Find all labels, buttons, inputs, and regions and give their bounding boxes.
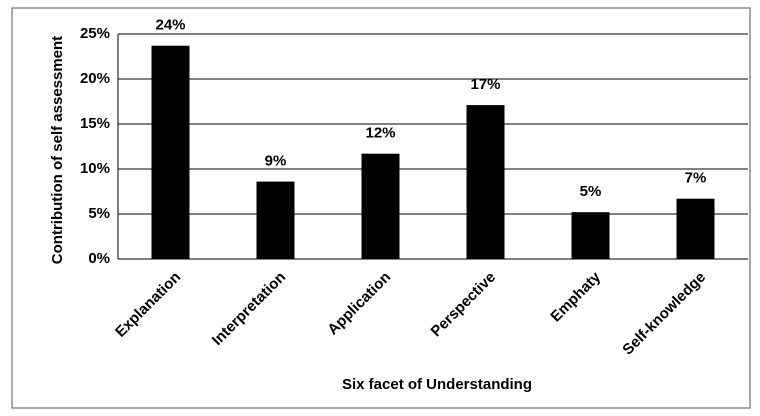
bar [361,153,400,259]
data-label: 7% [685,170,707,187]
data-label: 9% [265,153,287,170]
data-label: 24% [155,17,185,34]
bar [571,212,610,259]
bar [466,105,505,259]
y-tick-label: 10% [80,160,110,177]
bar [256,181,295,259]
y-tick-label: 20% [80,70,110,87]
y-tick-label: 25% [80,25,110,42]
x-axis-label: Six facet of Understanding [342,376,532,393]
bar [151,45,190,260]
y-tick-label: 15% [80,115,110,132]
bar [676,198,715,259]
y-tick-label: 5% [88,205,110,222]
y-axis-label: Contribution of self assessment [49,36,66,264]
data-label: 5% [580,183,602,200]
y-tick-label: 0% [88,250,110,267]
data-label: 12% [365,125,395,142]
data-label: 17% [470,76,500,93]
